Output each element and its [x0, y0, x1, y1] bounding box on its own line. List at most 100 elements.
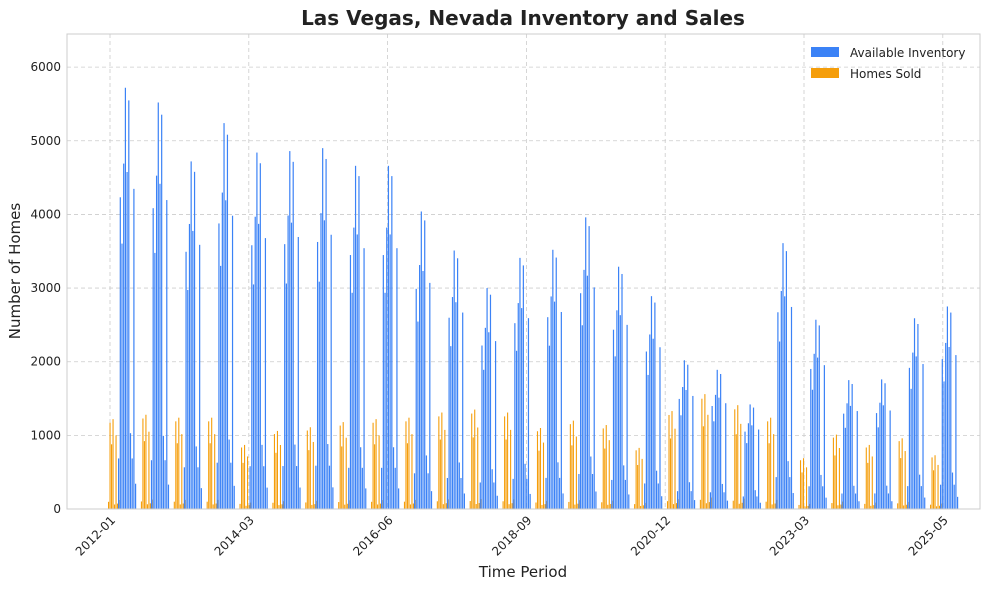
bar-homes-sold — [897, 503, 899, 509]
bar-available-inventory — [254, 216, 256, 509]
bar-available-inventory — [512, 478, 514, 509]
bar-available-inventory — [578, 474, 580, 509]
bar-homes-sold — [438, 416, 440, 509]
bar-available-inventory — [875, 413, 878, 509]
bar-available-inventory — [360, 447, 362, 509]
bar-homes-sold — [770, 417, 772, 509]
bar-available-inventory — [849, 405, 852, 509]
bar-available-inventory — [887, 493, 890, 509]
bar-homes-sold — [741, 502, 743, 509]
bar-available-inventory — [692, 395, 694, 509]
bar-available-inventory — [661, 496, 663, 509]
bar-available-inventory — [785, 251, 787, 509]
bar-available-inventory — [220, 265, 222, 509]
bar-homes-sold — [475, 504, 477, 509]
bar-available-inventory — [713, 421, 715, 509]
bar-available-inventory — [654, 302, 656, 509]
bar-available-inventory — [853, 485, 855, 509]
bar-available-inventory — [483, 369, 485, 509]
bar-available-inventory — [226, 134, 229, 509]
bar-available-inventory — [294, 444, 296, 509]
bar-homes-sold — [208, 421, 210, 509]
bar-available-inventory — [846, 403, 848, 509]
bar-available-inventory — [652, 338, 654, 509]
bar-available-inventory — [841, 493, 843, 509]
bar-available-inventory — [908, 367, 911, 509]
bar-available-inventory — [290, 222, 293, 509]
bar-available-inventory — [365, 488, 367, 509]
bar-available-inventory — [780, 291, 782, 509]
bar-homes-sold — [117, 503, 119, 509]
bar-available-inventory — [396, 248, 398, 509]
bar-available-inventory — [920, 486, 922, 509]
bar-available-inventory — [256, 152, 258, 509]
bar-homes-sold — [502, 501, 504, 509]
bar-available-inventory — [782, 243, 784, 510]
bar-available-inventory — [843, 413, 845, 509]
bar-available-inventory — [128, 100, 130, 509]
y-tick-label: 3000 — [30, 281, 61, 295]
bar-homes-sold — [602, 428, 604, 509]
bar-homes-sold — [471, 413, 473, 509]
bar-available-inventory — [945, 342, 947, 509]
bar-homes-sold — [279, 444, 281, 509]
bar-homes-sold — [939, 505, 941, 509]
bar-homes-sold — [635, 450, 637, 509]
bar-homes-sold — [840, 504, 842, 509]
bar-available-inventory — [167, 484, 170, 509]
bar-available-inventory — [678, 398, 680, 509]
bar-available-inventory — [398, 488, 400, 509]
x-tick-label: 2023-03 — [767, 513, 812, 558]
bar-available-inventory — [521, 308, 523, 509]
bar-available-inventory — [758, 429, 760, 509]
bar-homes-sold — [140, 501, 142, 509]
bar-homes-sold — [405, 421, 407, 509]
bar-available-inventory — [192, 230, 194, 509]
bar-available-inventory — [488, 332, 490, 509]
bar-homes-sold — [773, 434, 775, 509]
bar-homes-sold — [145, 414, 147, 509]
bar-homes-sold — [671, 411, 673, 509]
bar-homes-sold — [179, 504, 181, 509]
bar-homes-sold — [338, 502, 340, 509]
bar-homes-sold — [542, 442, 545, 509]
bar-homes-sold — [115, 435, 117, 509]
bar-homes-sold — [672, 504, 675, 509]
bar-homes-sold — [804, 506, 806, 509]
bar-homes-sold — [604, 448, 606, 509]
bar-available-inventory — [187, 290, 189, 509]
bar-homes-sold — [278, 505, 280, 509]
bar-homes-sold — [378, 435, 380, 509]
bar-available-inventory — [891, 501, 893, 509]
bar-available-inventory — [619, 315, 621, 509]
bar-available-inventory — [387, 165, 390, 509]
bar-available-inventory — [940, 484, 942, 509]
bar-homes-sold — [114, 504, 116, 509]
bar-available-inventory — [548, 345, 551, 509]
bar-available-inventory — [162, 435, 164, 509]
bar-available-inventory — [322, 148, 324, 510]
bar-available-inventory — [552, 249, 554, 509]
bar-homes-sold — [109, 422, 111, 509]
bar-homes-sold — [702, 426, 704, 509]
bar-available-inventory — [358, 176, 360, 509]
x-tick-labels: 2012-01 2014-03 2016-06 2018-09 2020-12 2023-… — [73, 513, 951, 558]
bar-homes-sold — [342, 422, 344, 509]
bar-homes-sold — [666, 501, 669, 509]
bar-homes-sold — [474, 409, 476, 509]
bar-available-inventory — [166, 200, 168, 510]
bar-homes-sold — [832, 437, 834, 509]
bar-available-inventory — [494, 341, 497, 509]
bar-homes-sold — [439, 439, 441, 509]
legend-swatch-inventory — [811, 47, 839, 57]
bar-homes-sold — [441, 412, 443, 509]
bar-available-inventory — [583, 269, 585, 509]
bar-homes-sold — [802, 458, 805, 509]
bar-available-inventory — [285, 283, 287, 509]
bar-homes-sold — [873, 505, 875, 509]
bar-available-inventory — [924, 497, 926, 509]
bar-homes-sold — [241, 447, 243, 509]
bar-available-inventory — [425, 455, 428, 509]
bar-available-inventory — [183, 467, 185, 509]
bar-homes-sold — [508, 504, 510, 509]
